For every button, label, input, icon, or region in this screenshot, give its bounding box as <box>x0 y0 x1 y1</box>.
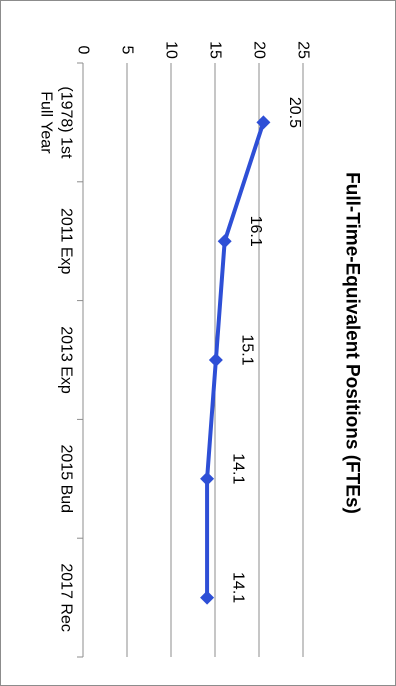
category-label: 2017 Rec <box>58 563 75 632</box>
data-labels: 20.5 16.1 15.1 14.1 14.1 <box>230 97 303 603</box>
data-point-marker <box>200 471 215 486</box>
y-tick-label: 5 <box>119 46 136 55</box>
category-axis <box>77 62 84 658</box>
series-fte <box>200 115 271 605</box>
category-label: (1978) 1st <box>58 86 75 159</box>
data-label: 16.1 <box>247 216 264 247</box>
chart-title: Full-Time-Equivalent Positions (FTEs) <box>342 172 363 514</box>
value-axis-ticks: 0 5 10 15 20 25 <box>75 41 312 59</box>
data-point-marker <box>217 234 232 249</box>
y-tick-label: 0 <box>75 46 92 55</box>
category-label: Full Year <box>38 91 55 154</box>
y-tick-label: 20 <box>251 41 268 59</box>
category-label: 2011 Exp <box>58 208 75 275</box>
data-label: 15.1 <box>238 334 255 365</box>
data-point-marker <box>256 115 271 130</box>
data-point-marker <box>208 353 223 367</box>
data-label: 20.5 <box>286 97 303 128</box>
y-tick-label: 15 <box>207 41 224 59</box>
data-label: 14.1 <box>230 453 247 484</box>
y-tick-label: 25 <box>295 41 312 59</box>
category-label: 2013 Exp <box>58 326 75 394</box>
y-tick-label: 10 <box>163 41 180 59</box>
data-point-marker <box>200 590 215 605</box>
data-label: 14.1 <box>230 572 247 603</box>
category-label: 2015 Bud <box>58 445 75 514</box>
